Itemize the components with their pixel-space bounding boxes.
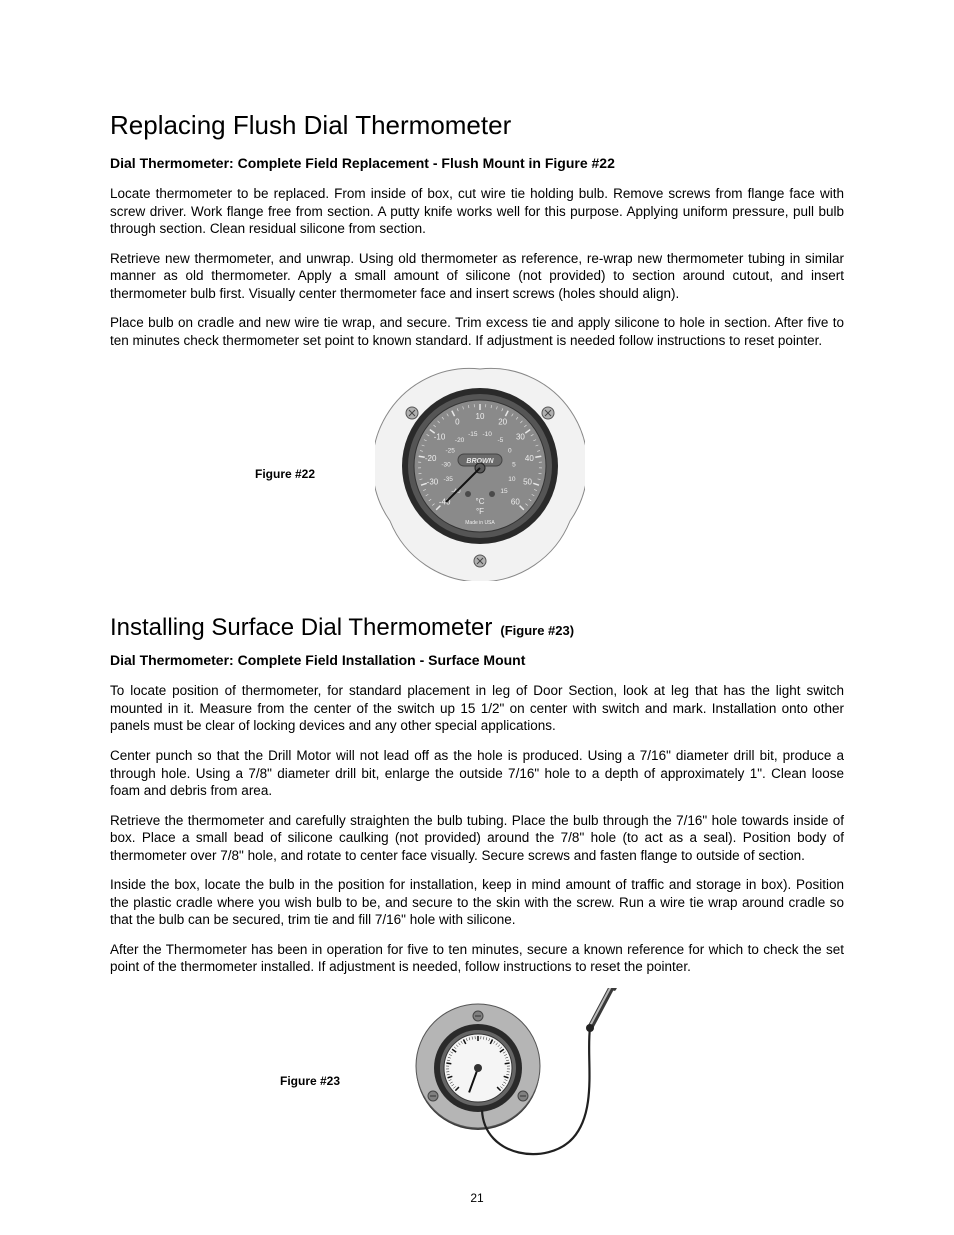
svg-text:40: 40 — [525, 455, 534, 464]
svg-text:10: 10 — [508, 476, 516, 483]
svg-text:0: 0 — [455, 418, 460, 427]
svg-text:-25: -25 — [445, 448, 455, 455]
svg-text:50: 50 — [523, 478, 532, 487]
page-number: 21 — [0, 1191, 954, 1205]
section1-p3: Place bulb on cradle and new wire tie wr… — [110, 314, 844, 349]
section1-p1: Locate thermometer to be replaced. From … — [110, 185, 844, 238]
svg-text:-5: -5 — [498, 437, 504, 444]
svg-text:0: 0 — [508, 448, 512, 455]
svg-text:-30: -30 — [427, 478, 439, 487]
figure22-label: Figure #22 — [255, 467, 315, 481]
section2-p5: After the Thermometer has been in operat… — [110, 941, 844, 976]
figure23-diagram — [400, 988, 640, 1173]
section2-subheading: Dial Thermometer: Complete Field Install… — [110, 652, 844, 668]
figure23-row: Figure #23 — [110, 988, 844, 1173]
section2-heading: Installing Surface Dial Thermometer — [110, 614, 492, 642]
svg-text:-20: -20 — [425, 455, 437, 464]
svg-text:-30: -30 — [441, 462, 451, 469]
svg-text:5: 5 — [512, 462, 516, 469]
svg-text:-35: -35 — [443, 476, 453, 483]
svg-text:20: 20 — [498, 418, 507, 427]
document-page: Replacing Flush Dial Thermometer Dial Th… — [0, 0, 954, 1235]
svg-text:30: 30 — [516, 433, 525, 442]
svg-text:°C: °C — [476, 497, 485, 506]
section1-subheading: Dial Thermometer: Complete Field Replace… — [110, 155, 844, 171]
svg-text:15: 15 — [500, 488, 508, 495]
section1-p2: Retrieve new thermometer, and unwrap. Us… — [110, 250, 844, 303]
figure22-diagram: -40-30-20-100102030405060-40-35-30-25-20… — [375, 361, 585, 586]
svg-text:-20: -20 — [455, 437, 465, 444]
section2-p4: Inside the box, locate the bulb in the p… — [110, 876, 844, 929]
figure22-row: Figure #22 -40-30-20-100102030405060-40-… — [110, 361, 844, 586]
svg-text:°F: °F — [476, 507, 484, 516]
svg-text:10: 10 — [476, 412, 485, 421]
section2-p2: Center punch so that the Drill Motor wil… — [110, 747, 844, 800]
section2-p1: To locate position of thermometer, for s… — [110, 682, 844, 735]
section2-heading-note: (Figure #23) — [500, 623, 574, 638]
svg-text:-10: -10 — [483, 431, 493, 438]
svg-text:60: 60 — [511, 498, 520, 507]
svg-text:-15: -15 — [468, 431, 478, 438]
section1-heading: Replacing Flush Dial Thermometer — [110, 110, 844, 141]
svg-text:Made in USA: Made in USA — [465, 520, 495, 526]
section2-heading-row: Installing Surface Dial Thermometer (Fig… — [110, 614, 844, 642]
section2-p3: Retrieve the thermometer and carefully s… — [110, 812, 844, 865]
figure23-label: Figure #23 — [280, 1074, 340, 1088]
svg-text:-10: -10 — [434, 433, 446, 442]
